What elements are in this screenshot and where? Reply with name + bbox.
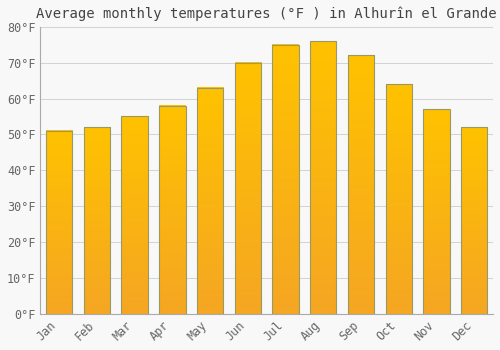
Bar [386,84,412,314]
Bar [234,63,261,314]
Bar [46,131,72,314]
Bar [197,88,224,314]
Bar [272,45,299,314]
Title: Average monthly temperatures (°F ) in Alhurîn el Grande: Average monthly temperatures (°F ) in Al… [36,7,497,21]
Bar [159,106,186,314]
Bar [461,127,487,314]
Bar [122,117,148,314]
Bar [424,109,450,314]
Bar [84,127,110,314]
Bar [348,56,374,314]
Bar [310,41,336,314]
